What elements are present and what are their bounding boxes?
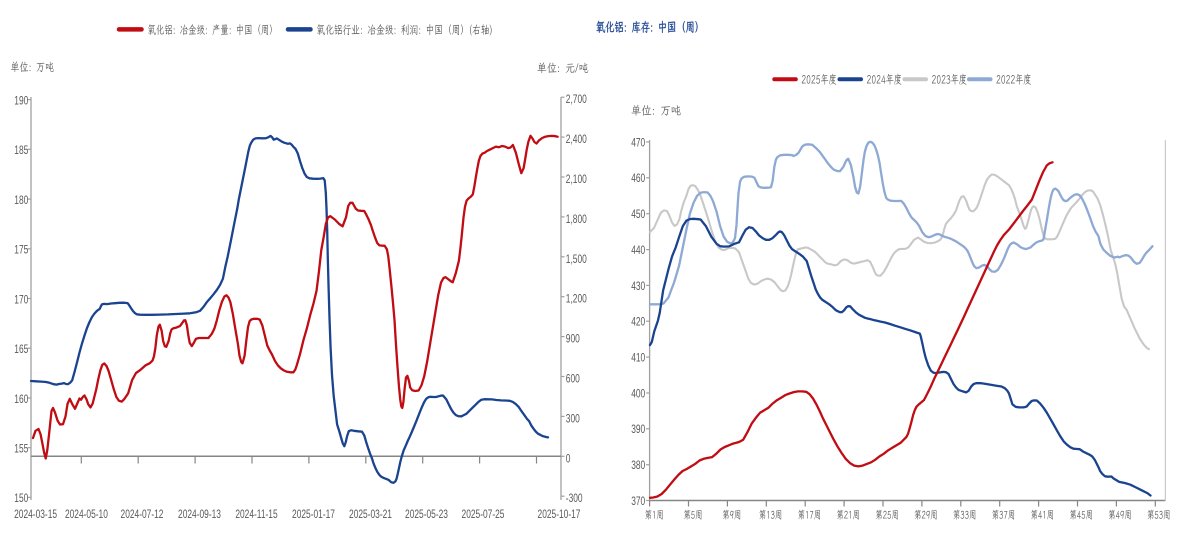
svg-text:155: 155 — [14, 443, 28, 456]
svg-text:470: 470 — [631, 137, 645, 150]
svg-text:400: 400 — [631, 388, 645, 401]
svg-text:185: 185 — [14, 145, 28, 158]
svg-text:430: 430 — [631, 281, 645, 294]
svg-text:190: 190 — [14, 95, 28, 108]
svg-text:2,700: 2,700 — [566, 94, 587, 107]
svg-text:2024-11-15: 2024-11-15 — [235, 509, 277, 522]
svg-text:2024-09-13: 2024-09-13 — [178, 509, 221, 522]
svg-text:1,800: 1,800 — [566, 214, 587, 227]
svg-text:410: 410 — [631, 352, 645, 365]
svg-text:2025-05-23: 2025-05-23 — [405, 509, 448, 522]
svg-text:420: 420 — [631, 316, 645, 329]
svg-text:1,500: 1,500 — [566, 254, 587, 267]
svg-text:900: 900 — [566, 333, 580, 346]
svg-text:2025-10-17: 2025-10-17 — [538, 509, 581, 522]
svg-text:2024-05-10: 2024-05-10 — [65, 509, 108, 522]
svg-text:2,400: 2,400 — [566, 134, 587, 147]
svg-text:2024-03-15: 2024-03-15 — [14, 509, 57, 522]
svg-text:180: 180 — [14, 195, 28, 208]
svg-text:165: 165 — [14, 344, 28, 357]
svg-text:390: 390 — [631, 424, 645, 437]
svg-text:-300: -300 — [566, 493, 583, 506]
svg-text:300: 300 — [566, 413, 580, 426]
svg-text:440: 440 — [631, 245, 645, 258]
svg-text:170: 170 — [14, 294, 28, 307]
svg-text:2025-03-21: 2025-03-21 — [349, 509, 392, 522]
svg-text:2,100: 2,100 — [566, 174, 587, 187]
svg-text:175: 175 — [14, 244, 28, 257]
svg-text:2024-07-12: 2024-07-12 — [121, 509, 164, 522]
svg-text:600: 600 — [566, 373, 580, 386]
svg-text:0: 0 — [566, 453, 571, 466]
svg-text:150: 150 — [14, 493, 28, 506]
svg-text:1,200: 1,200 — [566, 293, 587, 306]
svg-text:460: 460 — [631, 173, 645, 186]
svg-text:2025-07-25: 2025-07-25 — [462, 509, 505, 522]
svg-text:2025-01-17: 2025-01-17 — [292, 509, 335, 522]
svg-text:160: 160 — [14, 394, 28, 407]
svg-text:380: 380 — [631, 460, 645, 473]
svg-text:370: 370 — [631, 496, 645, 509]
svg-text:450: 450 — [631, 209, 645, 222]
